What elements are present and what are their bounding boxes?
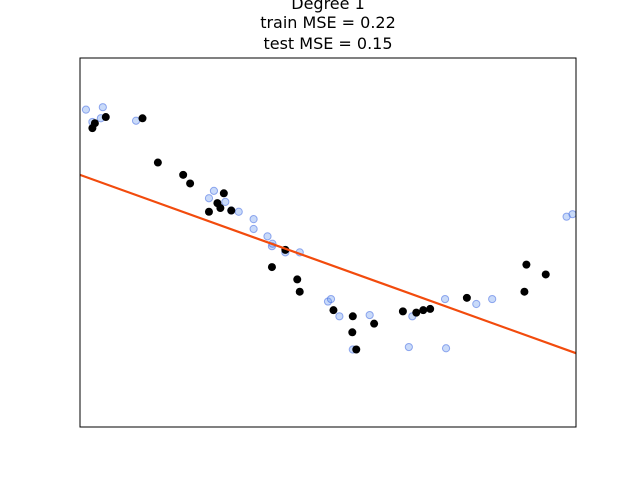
- model-fit-line: [80, 173, 576, 355]
- axes-frame: [79, 57, 577, 428]
- train-point-21: [398, 307, 407, 316]
- train-point-6: [186, 179, 195, 188]
- test-point-9: [234, 207, 243, 216]
- train-point-15: [295, 287, 304, 296]
- train-points-group: [88, 113, 550, 354]
- train-point-7: [204, 207, 213, 216]
- test-point-18: [326, 294, 336, 304]
- test-point-21: [365, 310, 374, 320]
- test-point-22: [404, 342, 413, 352]
- train-point-3: [138, 114, 147, 123]
- train-point-27: [522, 260, 531, 269]
- train-point-26: [520, 287, 529, 296]
- test-point-24: [440, 294, 450, 304]
- test-point-7: [221, 197, 230, 207]
- test-point-5: [204, 194, 214, 203]
- chart-title-line-3: test MSE = 0.15: [263, 34, 392, 53]
- train-point-17: [348, 328, 357, 337]
- fit-line-group: [80, 173, 576, 355]
- test-point-6: [209, 186, 219, 195]
- train-point-19: [352, 345, 361, 354]
- train-point-4: [153, 158, 162, 167]
- train-point-22: [412, 308, 421, 317]
- train-point-14: [293, 275, 302, 284]
- train-point-11: [227, 206, 236, 215]
- train-point-2: [101, 113, 110, 122]
- train-point-1: [90, 119, 99, 128]
- train-point-16: [329, 306, 338, 315]
- plot-area: [80, 103, 576, 355]
- train-point-18: [348, 312, 357, 321]
- test-point-10: [249, 215, 258, 224]
- test-point-19: [335, 312, 344, 321]
- chart-title-line-2: train MSE = 0.22: [260, 13, 396, 32]
- test-point-3: [98, 103, 107, 112]
- train-point-12: [267, 263, 276, 272]
- test-point-12: [263, 232, 272, 241]
- train-point-9: [216, 204, 225, 213]
- train-point-28: [541, 270, 550, 279]
- test-point-0: [81, 105, 91, 114]
- test-point-26: [472, 299, 481, 309]
- train-point-23: [419, 306, 428, 315]
- train-point-5: [179, 170, 188, 179]
- chart-title-line-1: Degree 1: [291, 0, 365, 13]
- test-point-25: [441, 344, 451, 353]
- test-point-27: [488, 294, 497, 304]
- train-point-24: [426, 304, 435, 313]
- test-point-29: [568, 210, 576, 219]
- test-point-11: [249, 224, 258, 234]
- train-point-10: [219, 189, 228, 198]
- train-point-25: [462, 293, 471, 302]
- train-point-20: [370, 319, 379, 328]
- test-points-group: [81, 103, 576, 354]
